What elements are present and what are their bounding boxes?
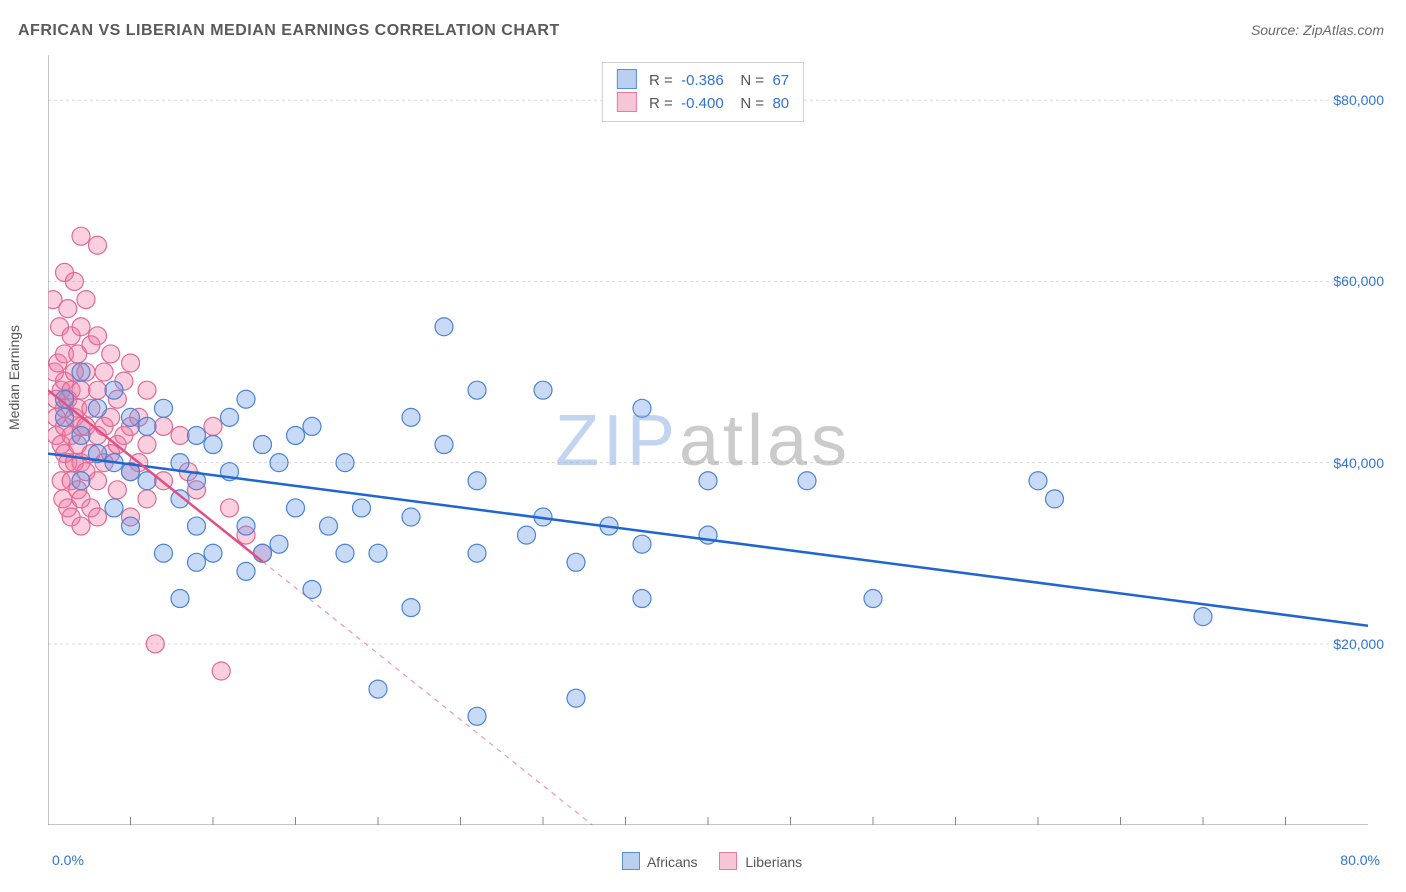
r-value: -0.400 [681, 95, 724, 112]
r-value: -0.386 [681, 72, 724, 89]
legend-swatch-africans [622, 852, 640, 870]
legend-top: R = -0.386 N = 67 R = -0.400 N = 80 [602, 62, 804, 122]
y-tick-label: $40,000 [1333, 455, 1384, 471]
n-value: 80 [772, 95, 789, 112]
legend-row: R = -0.386 N = 67 [617, 69, 789, 92]
legend-swatch-liberians [719, 852, 737, 870]
y-tick-label: $60,000 [1333, 273, 1384, 289]
legend-label-africans: Africans [647, 854, 698, 870]
legend-swatch-liberians [617, 92, 637, 112]
y-tick-label: $20,000 [1333, 636, 1384, 652]
legend-swatch-africans [617, 69, 637, 89]
chart-container: AFRICAN VS LIBERIAN MEDIAN EARNINGS CORR… [0, 0, 1406, 892]
chart-title: AFRICAN VS LIBERIAN MEDIAN EARNINGS CORR… [18, 22, 560, 40]
legend-bottom: Africans Liberians [0, 852, 1406, 870]
y-tick-label: $80,000 [1333, 92, 1384, 108]
source-label: Source: ZipAtlas.com [1251, 22, 1384, 38]
legend-row: R = -0.400 N = 80 [617, 92, 789, 115]
legend-label-liberians: Liberians [745, 854, 802, 870]
n-value: 67 [772, 72, 789, 89]
scatter-plot [48, 55, 1368, 825]
y-axis-label: Median Earnings [6, 325, 22, 430]
